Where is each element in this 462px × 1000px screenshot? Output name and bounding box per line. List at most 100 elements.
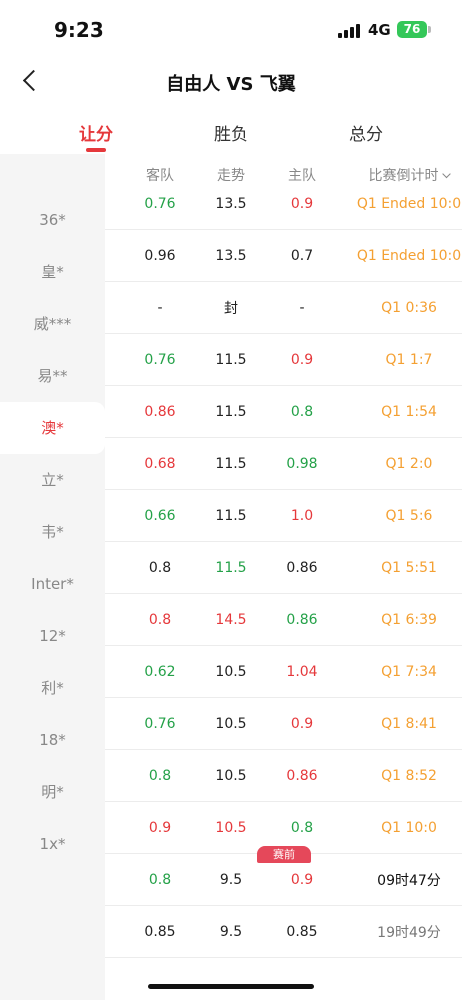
table-row[interactable]: 0.68 11.5 0.98 Q1 2:0 [105,438,462,490]
away-odds-cell: 0.76 [144,351,176,368]
away-odds-cell: 0.8 [148,871,172,888]
status-bar: 9:23 4G 76 [0,0,462,60]
table-header: 客队 走势 主队 比赛倒计时 [105,154,462,194]
header-countdown[interactable]: 比赛倒计时 [369,165,451,185]
away-odds-cell: 0.76 [144,715,176,732]
tab-indicator [86,148,106,152]
sidebar-item[interactable]: 1x* [39,835,66,853]
table-row[interactable]: 0.9 10.5 0.8 Q1 10:0 [105,802,462,854]
away-odds-cell: 0.9 [148,819,172,836]
table-row[interactable]: 0.62 10.5 1.04 Q1 7:34 [105,646,462,698]
sidebar-item[interactable]: 威*** [33,315,72,333]
nav-bar: 自由人 VS 飞翼 [0,60,462,106]
countdown-cell: Q1 8:41 [381,715,437,732]
table-row[interactable]: - 封 - Q1 0:36 [105,282,462,334]
header-home: 主队 [288,168,316,184]
table-row[interactable]: 0.76 13.5 0.9 Q1 Ended 10:0 [105,178,462,230]
tab-total[interactable]: 总分 [349,125,383,145]
trend-cell: 10.5 [215,715,247,732]
trend-cell: 10.5 [215,819,247,836]
away-odds-cell: 0.8 [148,611,172,628]
trend-cell: 11.5 [215,559,247,576]
trend-cell: 11.5 [215,403,247,420]
home-indicator [148,984,314,989]
trend-cell: 封 [224,300,238,317]
home-odds-cell: 0.8 [290,403,314,420]
away-odds-cell: 0.66 [144,507,176,524]
sidebar-item[interactable]: 易** [37,367,68,385]
away-odds-cell: 0.8 [148,559,172,576]
countdown-cell: 19时49分 [377,924,441,941]
home-odds-cell: 0.7 [290,247,314,264]
sidebar-item[interactable]: 18* [39,731,66,749]
header-away: 客队 [146,168,174,184]
home-odds-cell: 0.85 [286,923,318,940]
battery-icon: 76 [397,21,427,38]
chevron-down-icon [442,169,451,179]
countdown-cell: Q1 1:7 [385,351,433,368]
countdown-cell: Q1 7:34 [381,663,437,680]
away-odds-cell: 0.8 [148,767,172,784]
away-odds-cell: - [157,299,163,316]
tab-moneyline[interactable]: 胜负 [214,125,248,145]
countdown-cell: Q1 2:0 [385,455,433,472]
countdown-cell: Q1 5:6 [385,507,433,524]
tab-bar: 让分 胜负 总分 [0,112,462,154]
table-row[interactable]: 0.76 11.5 0.9 Q1 1:7 [105,334,462,386]
battery-tip [428,26,431,33]
sidebar-item[interactable]: 36* [39,211,66,229]
pre-match-badge: 赛前 [257,846,311,863]
page-title: 自由人 VS 飞翼 [166,74,296,95]
trend-cell: 11.5 [215,351,247,368]
trend-cell: 9.5 [219,871,243,888]
trend-cell: 10.5 [215,663,247,680]
table-row[interactable]: 0.66 11.5 1.0 Q1 5:6 [105,490,462,542]
trend-cell: 11.5 [215,507,247,524]
home-odds-cell: 1.04 [286,663,318,680]
home-odds-cell: 1.0 [290,507,314,524]
trend-cell: 9.5 [219,923,243,940]
odds-table: 0.76 13.5 0.9 Q1 Ended 10:0 0.96 13.5 0.7 Q1 En… [105,154,462,1000]
sidebar-item[interactable]: 立* [41,471,64,489]
home-odds-cell: 0.9 [290,351,314,368]
trend-cell: 10.5 [215,767,247,784]
table-row[interactable]: 0.8 14.5 0.86 Q1 6:39 [105,594,462,646]
sidebar-item[interactable]: 利* [41,679,64,697]
countdown-cell: Q1 1:54 [381,403,437,420]
sidebar-item[interactable]: 12* [39,627,66,645]
status-time: 9:23 [54,18,104,42]
countdown-cell: Q1 Ended 10:0 [356,195,462,212]
countdown-cell: Q1 8:52 [381,767,437,784]
table-row[interactable]: 0.86 11.5 0.8 Q1 1:54 [105,386,462,438]
sidebar-item[interactable]: 韦* [41,523,64,541]
table-row[interactable]: 0.85 9.5 0.85 19时49分 [105,906,462,958]
home-odds-cell: 0.9 [290,715,314,732]
sidebar-item[interactable]: 明* [41,783,64,801]
tab-handicap[interactable]: 让分 [79,125,113,145]
sidebar-item[interactable]: 皇* [41,263,64,281]
countdown-cell: Q1 0:36 [381,299,437,316]
odds-rows: 0.76 13.5 0.9 Q1 Ended 10:0 0.96 13.5 0.7 Q1 En… [105,178,462,958]
home-odds-cell: - [299,299,305,316]
table-row[interactable]: 0.8 9.5 0.9 09时47分 赛前 [105,846,462,906]
home-odds-cell: 0.86 [286,767,318,784]
trend-cell: 14.5 [215,611,247,628]
network-label: 4G [368,21,391,39]
home-odds-cell: 0.9 [290,195,314,212]
countdown-cell: Q1 5:51 [381,559,437,576]
table-row[interactable]: 0.8 10.5 0.86 Q1 8:52 [105,750,462,802]
home-odds-cell: 0.98 [286,455,318,472]
away-odds-cell: 0.96 [144,247,176,264]
countdown-cell: Q1 6:39 [381,611,437,628]
countdown-cell: Q1 10:0 [381,819,437,836]
countdown-cell: Q1 Ended 10:0 [356,247,462,264]
table-row[interactable]: 0.96 13.5 0.7 Q1 Ended 10:0 [105,230,462,282]
sidebar-item[interactable]: Inter* [31,575,74,593]
away-odds-cell: 0.68 [144,455,176,472]
table-row[interactable]: 0.8 11.5 0.86 Q1 5:51 [105,542,462,594]
signal-icon [338,24,362,38]
sidebar-item[interactable]: 澳* [0,402,105,454]
countdown-cell: 09时47分 [377,872,441,889]
away-odds-cell: 0.86 [144,403,176,420]
table-row[interactable]: 0.76 10.5 0.9 Q1 8:41 [105,698,462,750]
